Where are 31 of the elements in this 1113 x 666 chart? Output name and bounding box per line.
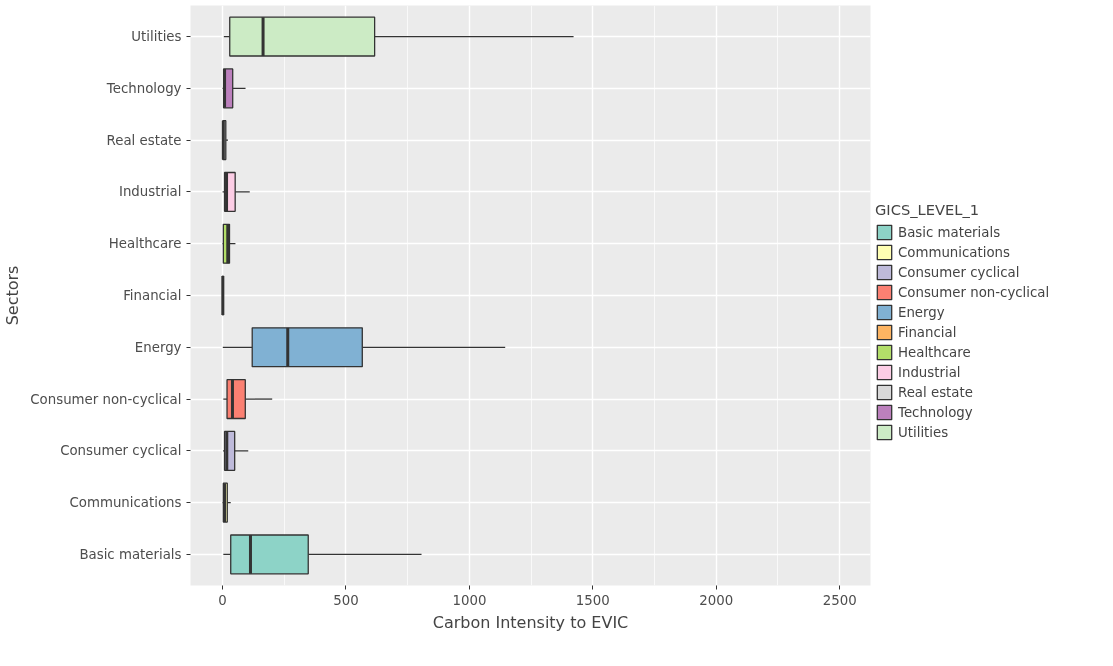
x-axis-title: Carbon Intensity to EVIC <box>432 612 629 632</box>
legend-label: Healthcare <box>898 344 971 360</box>
legend-label: Industrial <box>898 364 961 380</box>
legend-label: Technology <box>898 404 973 420</box>
x-tick-label: 2000 <box>699 592 734 608</box>
legend-label: Real estate <box>898 384 973 400</box>
y-tick-label: Consumer non-cyclical <box>30 391 182 407</box>
y-tick-label: Technology <box>105 80 182 96</box>
y-tick-label: Basic materials <box>79 546 182 562</box>
legend-title: GICS_LEVEL_1 <box>875 201 981 218</box>
y-tick-label: Real estate <box>106 132 182 148</box>
y-tick-label: Industrial <box>118 184 182 200</box>
legend-label: Consumer cyclical <box>898 264 1020 280</box>
y-tick-label: Consumer cyclical <box>60 443 182 459</box>
legend-label: Consumer non-cyclical <box>898 284 1050 300</box>
y-tick-label: Utilities <box>131 29 182 45</box>
y-tick-label: Communications <box>69 495 182 511</box>
x-tick-label: 500 <box>333 592 359 608</box>
legend-label: Financial <box>898 324 957 340</box>
x-tick-label: 1000 <box>452 592 487 608</box>
y-tick-label: Energy <box>134 339 182 355</box>
y-tick-label: Healthcare <box>108 236 182 252</box>
x-tick-label: 2500 <box>822 592 857 608</box>
legend-label: Communications <box>898 244 1010 260</box>
y-tick-label: Financial <box>123 288 182 303</box>
legend-label: Basic materials <box>898 224 1001 240</box>
x-tick-label: 0 <box>218 592 227 608</box>
legend-label: Energy <box>898 304 945 320</box>
x-tick-label: 1500 <box>575 592 610 608</box>
legend-label: Utilities <box>898 424 949 440</box>
y-axis-title: Sectors <box>3 265 23 326</box>
